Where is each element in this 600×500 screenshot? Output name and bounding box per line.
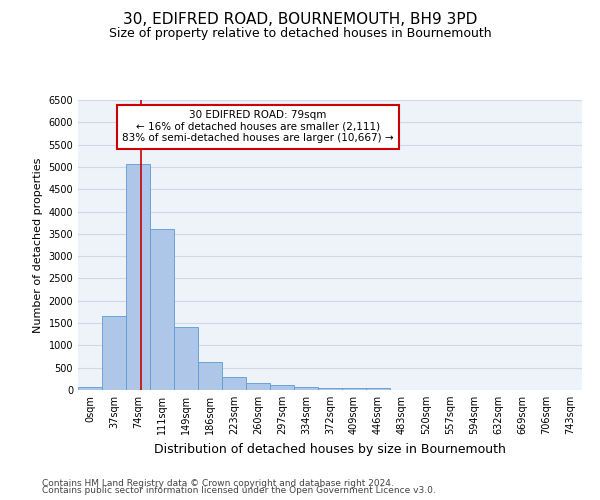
- Bar: [270, 386, 294, 390]
- Bar: [342, 388, 366, 390]
- Bar: [126, 164, 150, 390]
- Text: Size of property relative to detached houses in Bournemouth: Size of property relative to detached ho…: [109, 28, 491, 40]
- Bar: [294, 386, 318, 390]
- Bar: [174, 326, 198, 390]
- Bar: [102, 316, 126, 390]
- Bar: [150, 230, 174, 390]
- Bar: [198, 362, 222, 390]
- Text: 30 EDIFRED ROAD: 79sqm
← 16% of detached houses are smaller (2,111)
83% of semi-: 30 EDIFRED ROAD: 79sqm ← 16% of detached…: [122, 110, 394, 144]
- Bar: [318, 388, 342, 390]
- Bar: [78, 387, 102, 390]
- Y-axis label: Number of detached properties: Number of detached properties: [33, 158, 43, 332]
- Bar: [246, 384, 270, 390]
- X-axis label: Distribution of detached houses by size in Bournemouth: Distribution of detached houses by size …: [154, 442, 506, 456]
- Bar: [366, 388, 390, 390]
- Text: Contains public sector information licensed under the Open Government Licence v3: Contains public sector information licen…: [42, 486, 436, 495]
- Text: Contains HM Land Registry data © Crown copyright and database right 2024.: Contains HM Land Registry data © Crown c…: [42, 478, 394, 488]
- Text: 30, EDIFRED ROAD, BOURNEMOUTH, BH9 3PD: 30, EDIFRED ROAD, BOURNEMOUTH, BH9 3PD: [123, 12, 477, 28]
- Bar: [222, 376, 246, 390]
